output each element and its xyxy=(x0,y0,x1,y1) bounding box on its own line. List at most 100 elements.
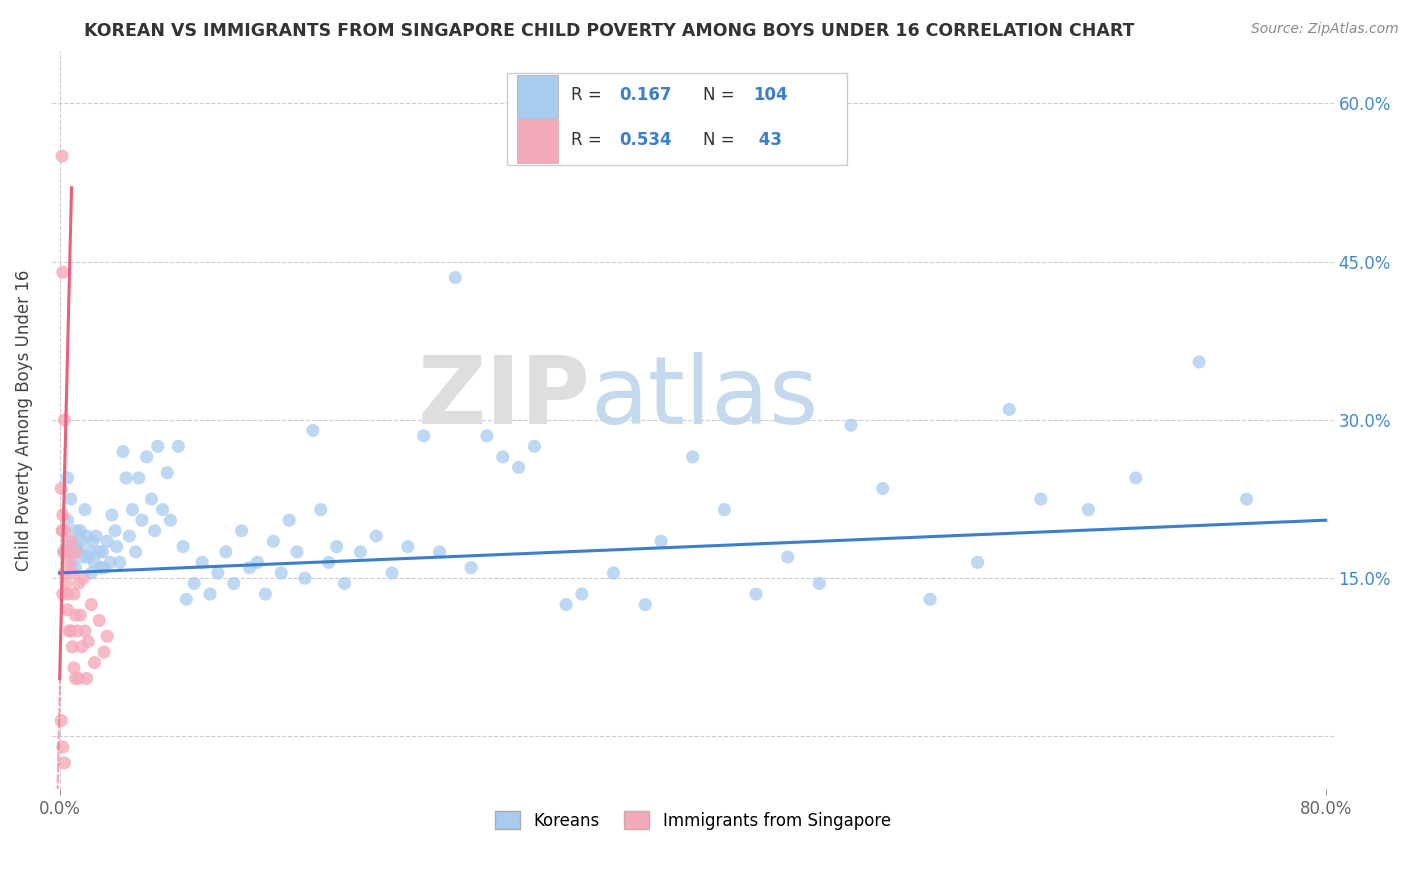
Point xyxy=(73,502,96,516)
Point xyxy=(1188,355,1211,369)
Point xyxy=(52,265,75,279)
Point xyxy=(325,540,347,554)
Point xyxy=(167,439,190,453)
Point xyxy=(215,545,238,559)
Point xyxy=(128,471,150,485)
Text: R =: R = xyxy=(571,130,602,149)
Point xyxy=(83,555,105,569)
Point xyxy=(104,524,127,538)
Text: 0.534: 0.534 xyxy=(620,130,672,149)
Point xyxy=(51,524,73,538)
Point xyxy=(101,508,124,522)
Point xyxy=(475,429,498,443)
Point xyxy=(67,672,90,686)
Point xyxy=(65,545,87,559)
Point xyxy=(108,555,131,569)
Point xyxy=(58,555,80,569)
Point xyxy=(58,624,80,638)
Point xyxy=(51,149,73,163)
Point xyxy=(89,614,111,628)
Point xyxy=(1077,502,1099,516)
Point xyxy=(143,524,166,538)
Point xyxy=(56,603,79,617)
Point xyxy=(682,450,704,464)
Text: 104: 104 xyxy=(754,87,787,104)
Point xyxy=(429,545,451,559)
Point xyxy=(52,524,75,538)
Point xyxy=(146,439,169,453)
Point xyxy=(508,460,530,475)
Point xyxy=(183,576,205,591)
Point xyxy=(96,534,118,549)
Point xyxy=(53,566,76,580)
Point xyxy=(523,439,546,453)
Point xyxy=(80,566,103,580)
Text: ZIP: ZIP xyxy=(418,351,591,444)
Point xyxy=(80,598,103,612)
Point xyxy=(76,672,98,686)
Point xyxy=(70,640,93,654)
Point xyxy=(239,560,262,574)
Point xyxy=(65,560,87,574)
Point xyxy=(412,429,434,443)
Point xyxy=(90,560,112,574)
Point xyxy=(72,571,94,585)
Point xyxy=(105,540,128,554)
Legend: Koreans, Immigrants from Singapore: Koreans, Immigrants from Singapore xyxy=(488,805,897,837)
Point xyxy=(76,529,98,543)
Point xyxy=(59,624,82,638)
Point xyxy=(52,739,75,754)
Point xyxy=(93,645,115,659)
Point xyxy=(79,545,101,559)
Point xyxy=(207,566,229,580)
Point xyxy=(51,714,73,728)
Point xyxy=(302,424,325,438)
Point xyxy=(52,508,75,522)
Point xyxy=(63,587,86,601)
Point xyxy=(571,587,593,601)
Point xyxy=(118,529,141,543)
FancyBboxPatch shape xyxy=(506,73,846,165)
Point xyxy=(53,545,76,559)
Point xyxy=(920,592,942,607)
Point xyxy=(77,550,100,565)
Point xyxy=(67,576,90,591)
Point xyxy=(131,513,153,527)
Point xyxy=(93,560,115,574)
Point xyxy=(66,540,89,554)
Point xyxy=(152,502,174,516)
Y-axis label: Child Poverty Among Boys Under 16: Child Poverty Among Boys Under 16 xyxy=(15,269,32,571)
Text: 43: 43 xyxy=(754,130,782,149)
Point xyxy=(444,270,467,285)
Text: 0.167: 0.167 xyxy=(620,87,672,104)
Point xyxy=(67,545,90,559)
Point xyxy=(65,608,87,623)
Point xyxy=(492,450,515,464)
Point xyxy=(222,576,245,591)
Point xyxy=(141,492,163,507)
Point xyxy=(634,598,657,612)
Point xyxy=(294,571,316,585)
Point xyxy=(60,640,83,654)
Point xyxy=(254,587,277,601)
Point xyxy=(309,502,332,516)
Point xyxy=(53,413,76,427)
Point xyxy=(77,634,100,648)
Point xyxy=(96,629,118,643)
Point xyxy=(396,540,419,554)
Point xyxy=(191,555,214,569)
Point xyxy=(555,598,578,612)
Point xyxy=(55,545,77,559)
Text: KOREAN VS IMMIGRANTS FROM SINGAPORE CHILD POVERTY AMONG BOYS UNDER 16 CORRELATIO: KOREAN VS IMMIGRANTS FROM SINGAPORE CHIL… xyxy=(84,22,1135,40)
Point xyxy=(159,513,181,527)
Point xyxy=(1236,492,1258,507)
Point xyxy=(65,524,87,538)
Point xyxy=(53,756,76,770)
Point xyxy=(56,471,79,485)
Point xyxy=(349,545,371,559)
Point xyxy=(745,587,768,601)
Point xyxy=(98,555,121,569)
Point xyxy=(72,550,94,565)
FancyBboxPatch shape xyxy=(517,75,558,119)
Point xyxy=(55,576,77,591)
